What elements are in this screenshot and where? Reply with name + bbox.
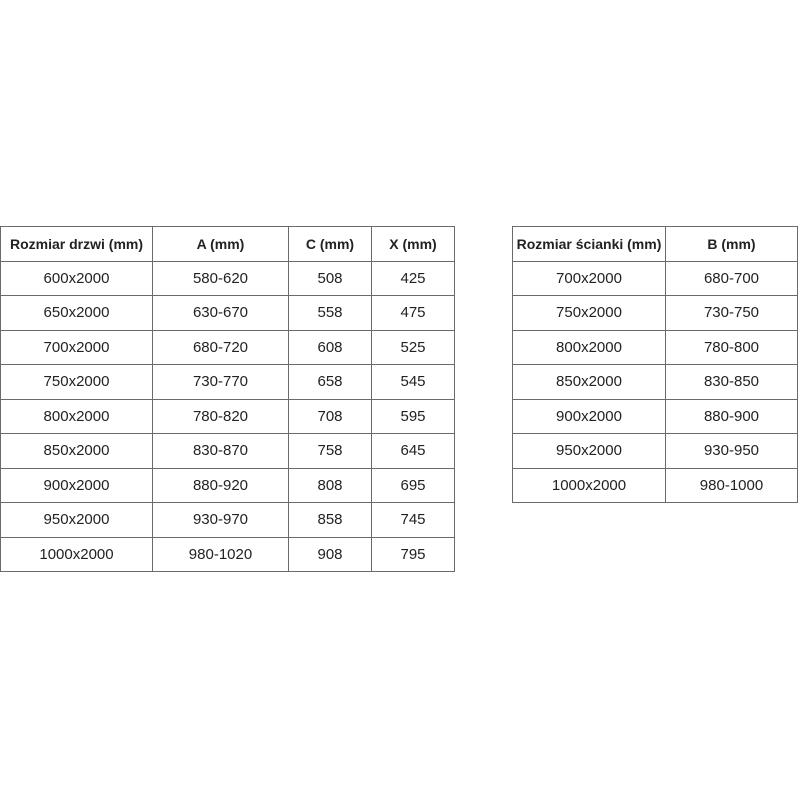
table-cell: 800x2000	[0, 398, 153, 434]
table-row: 1000x2000 980-1020 908 795	[0, 536, 455, 572]
table-cell: 545	[371, 364, 455, 400]
table-row: 800x2000 780-820 708 595	[0, 398, 455, 434]
column-header: C (mm)	[288, 226, 372, 262]
table-cell: 780-800	[665, 329, 798, 365]
table-cell: 425	[371, 260, 455, 296]
table-cell: 700x2000	[0, 329, 153, 365]
table-cell: 830-850	[665, 364, 798, 400]
table-cell: 745	[371, 502, 455, 538]
table-cell: 758	[288, 433, 372, 469]
column-header: X (mm)	[371, 226, 455, 262]
table-row: 950x2000 930-970 858 745	[0, 502, 455, 538]
table-cell: 630-670	[152, 295, 289, 331]
table-cell: 980-1000	[665, 467, 798, 503]
table-cell: 880-900	[665, 398, 798, 434]
table-cell: 680-720	[152, 329, 289, 365]
table-row: 750x2000 730-750	[512, 295, 798, 331]
table-cell: 600x2000	[0, 260, 153, 296]
table-cell: 808	[288, 467, 372, 503]
table-row: 850x2000 830-850	[512, 364, 798, 400]
table-cell: 750x2000	[0, 364, 153, 400]
wall-size-table: Rozmiar ścianki (mm) B (mm) 700x2000 680-7…	[512, 226, 798, 503]
table-cell: 880-920	[152, 467, 289, 503]
table-cell: 645	[371, 433, 455, 469]
table-cell: 730-750	[665, 295, 798, 331]
table-cell: 850x2000	[512, 364, 666, 400]
table-cell: 695	[371, 467, 455, 503]
table-row: 900x2000 880-920 808 695	[0, 467, 455, 503]
table-cell: 980-1020	[152, 536, 289, 572]
table-cell: 900x2000	[512, 398, 666, 434]
table-cell: 850x2000	[0, 433, 153, 469]
table-cell: 908	[288, 536, 372, 572]
table-cell: 858	[288, 502, 372, 538]
table-row: 700x2000 680-720 608 525	[0, 329, 455, 365]
table-cell: 658	[288, 364, 372, 400]
table-cell: 950x2000	[0, 502, 153, 538]
table-cell: 475	[371, 295, 455, 331]
table-header-row: Rozmiar drzwi (mm) A (mm) C (mm) X (mm)	[0, 226, 455, 262]
table-row: 850x2000 830-870 758 645	[0, 433, 455, 469]
column-header: Rozmiar drzwi (mm)	[0, 226, 153, 262]
table-cell: 508	[288, 260, 372, 296]
table-header-row: Rozmiar ścianki (mm) B (mm)	[512, 226, 798, 262]
table-row: 750x2000 730-770 658 545	[0, 364, 455, 400]
table-cell: 680-700	[665, 260, 798, 296]
column-header: Rozmiar ścianki (mm)	[512, 226, 666, 262]
table-cell: 800x2000	[512, 329, 666, 365]
column-header: B (mm)	[665, 226, 798, 262]
table-cell: 1000x2000	[0, 536, 153, 572]
table-cell: 900x2000	[0, 467, 153, 503]
table-cell: 780-820	[152, 398, 289, 434]
table-cell: 830-870	[152, 433, 289, 469]
table-cell: 930-950	[665, 433, 798, 469]
table-cell: 650x2000	[0, 295, 153, 331]
table-cell: 525	[371, 329, 455, 365]
column-header: A (mm)	[152, 226, 289, 262]
table-row: 950x2000 930-950	[512, 433, 798, 469]
table-cell: 700x2000	[512, 260, 666, 296]
table-cell: 708	[288, 398, 372, 434]
table-row: 1000x2000 980-1000	[512, 467, 798, 503]
table-row: 700x2000 680-700	[512, 260, 798, 296]
table-cell: 608	[288, 329, 372, 365]
table-row: 800x2000 780-800	[512, 329, 798, 365]
table-cell: 595	[371, 398, 455, 434]
door-size-table: Rozmiar drzwi (mm) A (mm) C (mm) X (mm) 600…	[0, 226, 455, 572]
table-row: 600x2000 580-620 508 425	[0, 260, 455, 296]
table-cell: 795	[371, 536, 455, 572]
table-cell: 1000x2000	[512, 467, 666, 503]
table-cell: 580-620	[152, 260, 289, 296]
table-row: 650x2000 630-670 558 475	[0, 295, 455, 331]
table-cell: 558	[288, 295, 372, 331]
table-row: 900x2000 880-900	[512, 398, 798, 434]
table-cell: 950x2000	[512, 433, 666, 469]
table-cell: 750x2000	[512, 295, 666, 331]
table-cell: 930-970	[152, 502, 289, 538]
table-cell: 730-770	[152, 364, 289, 400]
